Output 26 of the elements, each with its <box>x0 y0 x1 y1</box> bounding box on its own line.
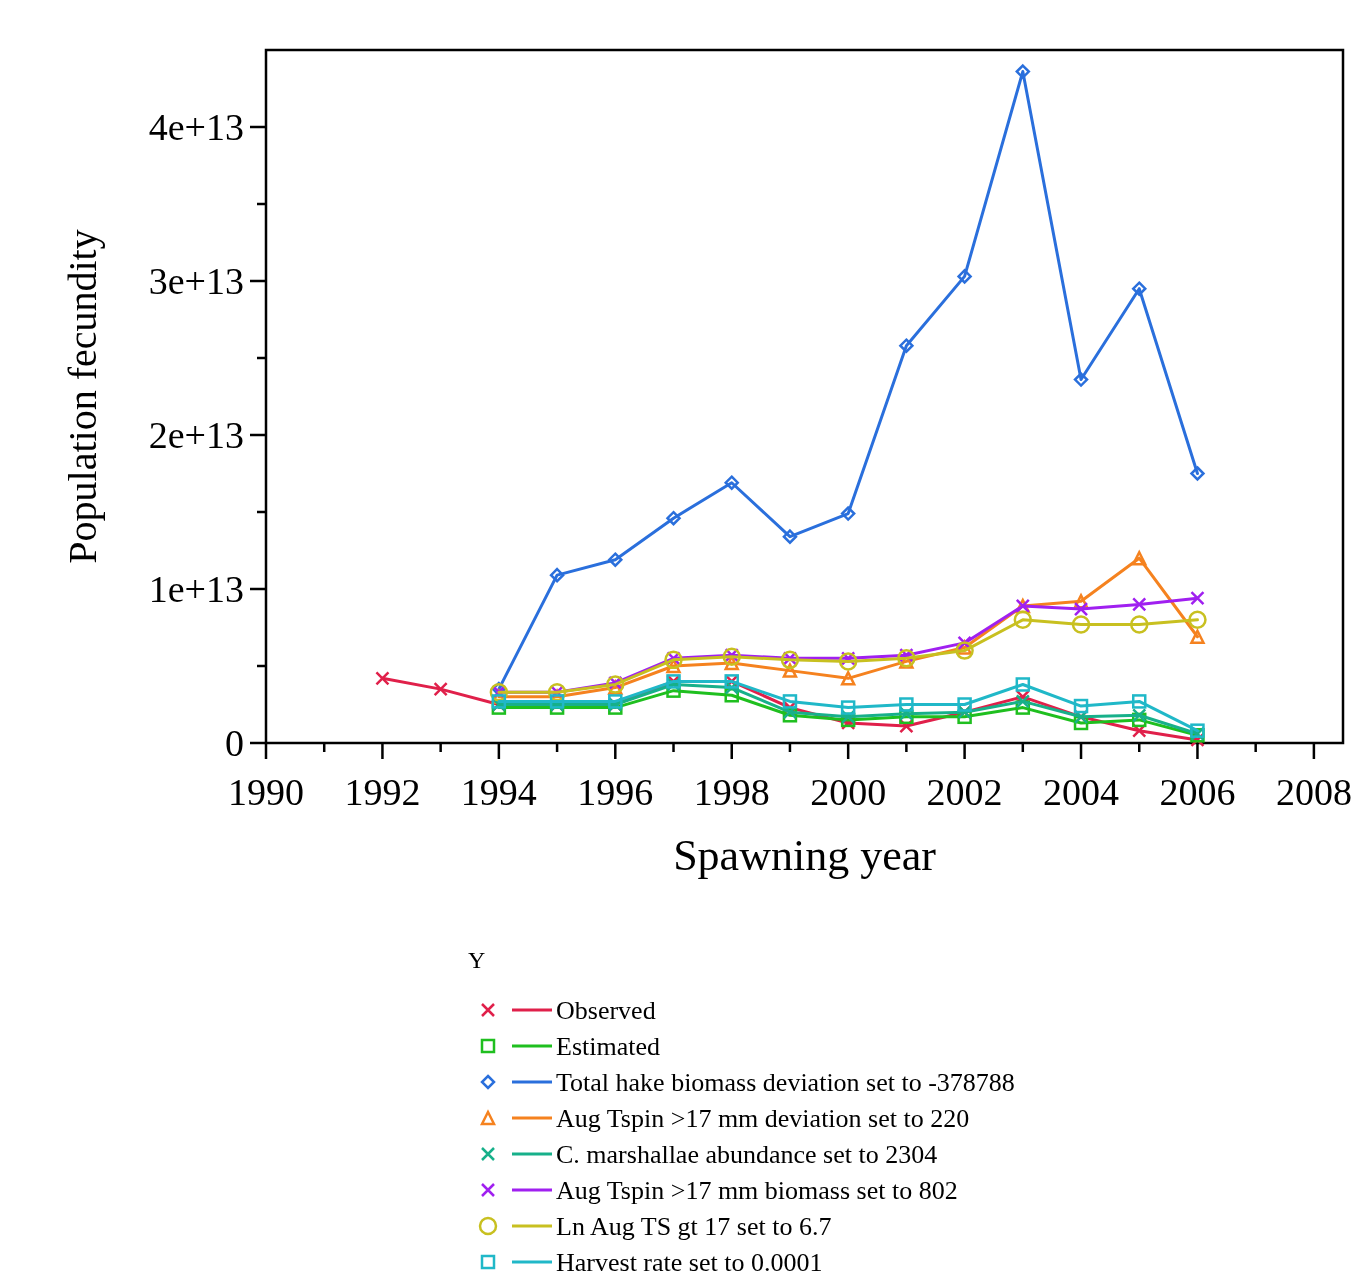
legend-label: Harvest rate set to 0.0001 <box>556 1248 823 1278</box>
legend-label: Observed <box>556 996 656 1026</box>
legend-label: Aug Tspin >17 mm deviation set to 220 <box>556 1104 970 1134</box>
legend-label: Ln Aug TS gt 17 set to 6.7 <box>556 1212 832 1242</box>
x-tick-label: 1990 <box>228 771 304 813</box>
x-tick-label: 2004 <box>1043 771 1120 813</box>
x-axis-title: Spawning year <box>673 831 937 880</box>
legend-label: Total hake biomass deviation set to -378788 <box>556 1068 1015 1098</box>
legend-label: C. marshallae abundance set to 2304 <box>556 1140 938 1170</box>
x-tick-label: 1994 <box>460 771 537 813</box>
x-tick-label: 2000 <box>810 771 887 813</box>
x-tick-label: 1998 <box>693 771 770 813</box>
y-axis-title: Population fecundity <box>60 229 105 564</box>
x-tick-label: 1996 <box>577 771 654 813</box>
x-tick-label: 2008 <box>1275 771 1352 813</box>
legend-title: Y <box>468 947 486 973</box>
x-tick-label: 1992 <box>344 771 421 813</box>
legend-label: Aug Tspin >17 mm biomass set to 802 <box>556 1176 958 1206</box>
x-tick-label: 2006 <box>1159 771 1236 813</box>
x-tick-label: 2002 <box>926 771 1003 813</box>
y-tick-label: 2e+13 <box>148 414 244 457</box>
y-tick-label: 4e+13 <box>148 106 244 149</box>
y-tick-label: 0 <box>225 722 244 765</box>
y-tick-label: 1e+13 <box>148 568 244 611</box>
y-tick-label: 3e+13 <box>148 260 244 303</box>
legend-label: Estimated <box>556 1032 660 1062</box>
